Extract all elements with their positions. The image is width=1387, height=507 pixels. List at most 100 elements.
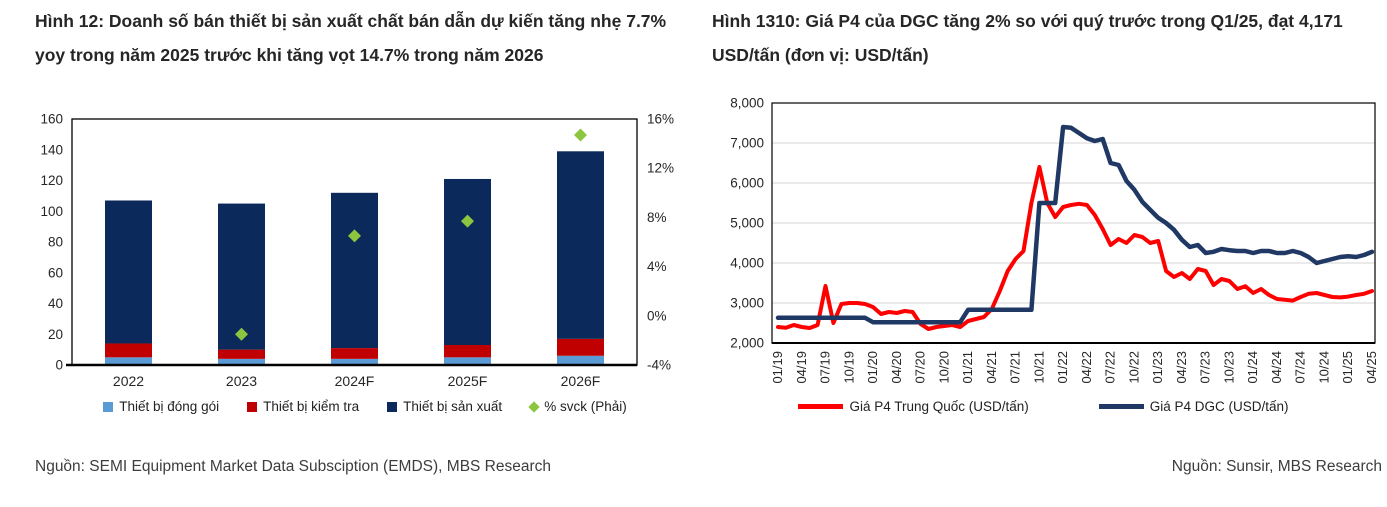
svck-diamond-marker (461, 214, 474, 228)
legend-line-icon (798, 404, 844, 409)
legend-square-icon (387, 401, 398, 412)
legend-diamond-icon (528, 400, 540, 413)
x-category-label: 2022 (113, 373, 144, 389)
y-left-tick-label: 40 (48, 296, 63, 311)
svck-diamond-marker (235, 327, 248, 341)
bar-segment (331, 358, 378, 365)
legend-label: Thiết bị kiểm tra (263, 399, 360, 414)
svck-markers-group (235, 128, 587, 341)
line-chart-legend: Giá P4 Trung Quốc (USD/tấn) Giá P4 DGC (… (700, 399, 1387, 414)
y-left-tick-label: 20 (48, 327, 63, 342)
y-right-tick-label: 4% (647, 259, 667, 274)
x-tick-label: 04/20 (889, 351, 904, 384)
y-tick-label: 4,000 (730, 256, 764, 271)
figure-left-source: Nguồn: SEMI Equipment Market Data Subsci… (35, 458, 552, 475)
bar-segment (444, 357, 491, 365)
semiconductor-equipment-bar-chart: 0 20 40 60 80 100 120 140 160 -4% 0% 4% 8% 12% 16% 2022… (40, 112, 674, 390)
bar-segment (444, 178, 491, 346)
x-tick-label: 04/21 (984, 351, 999, 384)
y-tick-label: 3,000 (730, 296, 764, 311)
x-category-label: 2023 (226, 373, 257, 389)
x-tick-label: 10/21 (1031, 351, 1046, 384)
x-category-label: 2024F (335, 373, 375, 389)
bar-segment (218, 203, 265, 350)
x-tick-label: 01/23 (1150, 351, 1165, 384)
figure-right-title: Hình 1310: Giá P4 của DGC tăng 2% so với… (712, 11, 1343, 65)
y-right-tick-label: 16% (647, 112, 674, 127)
x-tick-label: 07/24 (1293, 351, 1308, 384)
bar-chart-legend: Thiết bị đóng gói Thiết bị kiểm tra Thiế… (30, 399, 700, 414)
y-left-tick-label: 60 (48, 265, 63, 280)
y-left-tick-label: 160 (40, 112, 63, 127)
y-right-tick-label: 12% (647, 161, 674, 176)
legend-item-kiem-tra: Thiết bị kiểm tra (247, 399, 359, 414)
figure-left-title: Hình 12: Doanh số bán thiết bị sản xuất … (35, 11, 667, 65)
bar-segment (105, 343, 152, 358)
legend-item-dgc: Giá P4 DGC (USD/tấn) (1098, 399, 1289, 414)
legend-item-trung-quoc: Giá P4 Trung Quốc (USD/tấn) (798, 399, 1029, 414)
x-tick-label: 10/20 (936, 351, 951, 384)
y-left-tick-label: 0 (55, 358, 63, 373)
y-right-tick-label: -4% (647, 358, 671, 373)
bars-group (105, 151, 604, 365)
line-gia-p4-trung-quoc (776, 165, 1374, 331)
x-tick-label: 01/19 (770, 351, 785, 384)
y-tick-label: 5,000 (730, 216, 764, 231)
x-tick-label: 10/22 (1126, 351, 1141, 384)
y-left-tick-label: 140 (40, 142, 63, 157)
legend-label: Thiết bị sản xuất (403, 399, 503, 414)
bar-segment (557, 355, 604, 365)
bar-segment (105, 200, 152, 344)
bar-segment (331, 348, 378, 359)
figure-right-source: Nguồn: Sunsir, MBS Research (1171, 458, 1382, 475)
gridlines-group (772, 142, 1375, 304)
legend-line-icon (1098, 404, 1144, 409)
x-tick-label: 01/22 (1055, 351, 1070, 384)
bar-segment (218, 349, 265, 359)
x-tick-label: 01/21 (960, 351, 975, 384)
legend-square-icon (103, 401, 114, 412)
legend-label: Giá P4 Trung Quốc (USD/tấn) (849, 399, 1029, 414)
y-tick-label: 7,000 (730, 136, 764, 151)
y-tick-label: 6,000 (730, 176, 764, 191)
x-tick-label: 04/24 (1269, 351, 1284, 384)
x-tick-label: 04/22 (1079, 351, 1094, 384)
x-tick-label: 04/25 (1364, 351, 1379, 384)
x-category-label: 2025F (448, 373, 488, 389)
svck-diamond-marker (348, 229, 361, 243)
x-tick-label: 07/23 (1198, 351, 1213, 384)
bar-segment (444, 345, 491, 358)
legend-square-icon (247, 401, 258, 412)
y-right-tick-label: 0% (647, 308, 667, 323)
x-tick-label: 01/20 (865, 351, 880, 384)
legend-label: % svck (Phải) (544, 399, 627, 414)
legend-label: Thiết bị đóng gói (119, 399, 220, 414)
y-tick-label: 2,000 (730, 336, 764, 351)
x-tick-label: 07/19 (818, 351, 833, 384)
x-tick-label: 10/19 (841, 351, 856, 384)
x-tick-label: 07/22 (1103, 351, 1118, 384)
legend-item-san-xuat: Thiết bị sản xuất (387, 399, 502, 414)
bar-segment (557, 338, 604, 356)
svck-diamond-marker (574, 128, 587, 142)
x-tick-label: 04/19 (794, 351, 809, 384)
y-left-tick-label: 100 (40, 204, 63, 219)
y-left-tick-label: 80 (48, 235, 63, 250)
line-gia-p4-dgc (775, 124, 1375, 325)
y-left-tick-label: 120 (40, 173, 63, 188)
legend-item-dong-goi: Thiết bị đóng gói (103, 399, 219, 414)
x-tick-label: 10/23 (1221, 351, 1236, 384)
x-tick-label: 10/24 (1316, 351, 1331, 384)
x-tick-label: 01/24 (1245, 351, 1260, 384)
p4-price-line-chart: 2,000 3,000 4,000 5,000 6,000 7,000 8,000 01/19… (730, 96, 1379, 384)
x-tick-label: 01/25 (1340, 351, 1355, 384)
x-tick-label: 07/21 (1008, 351, 1023, 384)
x-tick-label: 04/23 (1174, 351, 1189, 384)
legend-item-svck: % svck (Phải) (528, 399, 627, 414)
x-category-label: 2026F (561, 373, 601, 389)
bar-segment (218, 358, 265, 365)
bar-segment (557, 151, 604, 339)
bar-segment (331, 192, 378, 349)
y-tick-label: 8,000 (730, 96, 764, 111)
